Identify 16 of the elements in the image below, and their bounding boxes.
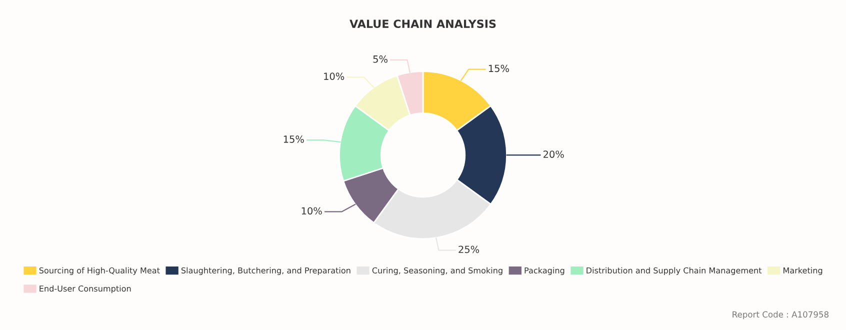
data-label: 5% [373,55,388,63]
text: Report Code : A107958 [732,311,829,320]
legend-label: Packaging [524,267,564,276]
chart-title: VALUE CHAIN ANALYSIS [350,20,496,28]
legend-label: Sourcing of High-Quality Meat [39,267,160,276]
data-label: 15% [488,64,509,72]
legend-label: Distribution and Supply Chain Management [586,267,762,276]
legend-label: Curing, Seasoning, and Smoking [372,267,502,276]
legend-label: Slaughtering, Butchering, and Preparation [181,267,350,276]
legend-label: Marketing [784,267,822,276]
data-label: 10% [302,207,322,215]
data-label: 15% [284,135,304,143]
data-label: 25% [458,246,480,254]
data-label: 10% [324,72,344,80]
legend-label: End-User Consumption [40,285,131,294]
data-label: 20% [544,150,564,158]
